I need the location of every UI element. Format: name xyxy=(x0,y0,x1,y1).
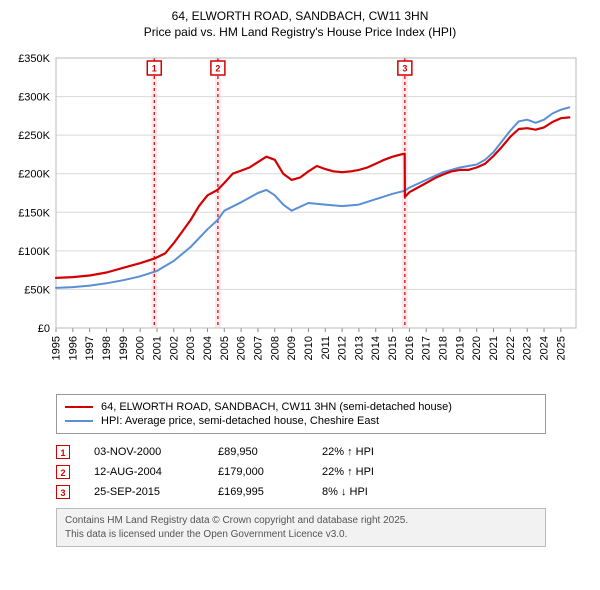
svg-text:2017: 2017 xyxy=(421,336,433,360)
svg-text:£150K: £150K xyxy=(18,208,50,220)
svg-text:2025: 2025 xyxy=(555,336,567,360)
svg-text:1999: 1999 xyxy=(118,336,130,360)
event-date: 12-AUG-2004 xyxy=(94,466,194,478)
event-price: £179,000 xyxy=(218,466,298,478)
event-row: 3 25-SEP-2015 £169,995 8% ↓ HPI xyxy=(56,482,546,502)
event-row: 2 12-AUG-2004 £179,000 22% ↑ HPI xyxy=(56,462,546,482)
svg-text:£200K: £200K xyxy=(18,169,50,181)
svg-text:£300K: £300K xyxy=(18,92,50,104)
event-price: £89,950 xyxy=(218,446,298,458)
svg-text:3: 3 xyxy=(402,64,407,74)
svg-text:2024: 2024 xyxy=(539,336,551,360)
svg-text:2022: 2022 xyxy=(505,336,517,360)
event-date: 03-NOV-2000 xyxy=(94,446,194,458)
svg-text:2001: 2001 xyxy=(151,336,163,360)
legend-item: 64, ELWORTH ROAD, SANDBACH, CW11 3HN (se… xyxy=(65,400,537,414)
legend-item: HPI: Average price, semi-detached house,… xyxy=(65,414,537,428)
event-marker: 2 xyxy=(56,465,70,479)
legend-swatch xyxy=(65,406,93,408)
svg-text:£250K: £250K xyxy=(18,131,50,143)
footer-licence: This data is licensed under the Open Gov… xyxy=(65,528,537,542)
svg-text:£50K: £50K xyxy=(24,285,50,297)
svg-text:£350K: £350K xyxy=(18,53,50,65)
svg-text:2010: 2010 xyxy=(303,336,315,360)
footer-copyright: Contains HM Land Registry data © Crown c… xyxy=(65,514,537,528)
events-table: 1 03-NOV-2000 £89,950 22% ↑ HPI 2 12-AUG-2004… xyxy=(56,442,546,502)
legend-swatch xyxy=(65,420,93,422)
svg-text:2: 2 xyxy=(215,64,220,74)
svg-text:2012: 2012 xyxy=(337,336,349,360)
event-marker: 3 xyxy=(56,485,70,499)
svg-text:2019: 2019 xyxy=(454,336,466,360)
event-diff: 22% ↑ HPI xyxy=(322,446,412,458)
svg-text:2005: 2005 xyxy=(219,336,231,360)
svg-text:2004: 2004 xyxy=(202,336,214,360)
svg-text:1998: 1998 xyxy=(101,336,113,360)
event-price: £169,995 xyxy=(218,486,298,498)
svg-text:1997: 1997 xyxy=(84,336,96,360)
event-marker: 1 xyxy=(56,445,70,459)
svg-text:£0: £0 xyxy=(38,323,50,335)
title-subtitle: Price paid vs. HM Land Registry's House … xyxy=(12,24,588,40)
svg-text:2016: 2016 xyxy=(404,336,416,360)
svg-text:2009: 2009 xyxy=(286,336,298,360)
svg-text:2000: 2000 xyxy=(135,336,147,360)
svg-text:£100K: £100K xyxy=(18,246,50,258)
svg-text:2011: 2011 xyxy=(320,336,332,360)
svg-text:2008: 2008 xyxy=(269,336,281,360)
event-row: 1 03-NOV-2000 £89,950 22% ↑ HPI xyxy=(56,442,546,462)
svg-text:2014: 2014 xyxy=(370,336,382,360)
title-address: 64, ELWORTH ROAD, SANDBACH, CW11 3HN xyxy=(12,8,588,24)
chart: £0 £50K £100K £150K £200K £250K £300K £350K 1995… xyxy=(12,48,588,388)
svg-text:1: 1 xyxy=(152,64,157,74)
svg-text:1996: 1996 xyxy=(67,336,79,360)
event-date: 25-SEP-2015 xyxy=(94,486,194,498)
legend-label: HPI: Average price, semi-detached house,… xyxy=(101,415,379,427)
svg-text:1995: 1995 xyxy=(51,336,63,360)
footer: Contains HM Land Registry data © Crown c… xyxy=(56,508,546,547)
svg-text:2023: 2023 xyxy=(522,336,534,360)
svg-text:2013: 2013 xyxy=(353,336,365,360)
svg-text:2018: 2018 xyxy=(438,336,450,360)
legend: 64, ELWORTH ROAD, SANDBACH, CW11 3HN (se… xyxy=(56,394,546,434)
svg-text:2003: 2003 xyxy=(185,336,197,360)
page-container: 64, ELWORTH ROAD, SANDBACH, CW11 3HN Pri… xyxy=(0,0,600,555)
title-block: 64, ELWORTH ROAD, SANDBACH, CW11 3HN Pri… xyxy=(12,8,588,40)
svg-text:2007: 2007 xyxy=(252,336,264,360)
legend-label: 64, ELWORTH ROAD, SANDBACH, CW11 3HN (se… xyxy=(101,401,452,413)
svg-text:2015: 2015 xyxy=(387,336,399,360)
event-diff: 8% ↓ HPI xyxy=(322,486,412,498)
svg-text:2021: 2021 xyxy=(488,336,500,360)
svg-text:2006: 2006 xyxy=(236,336,248,360)
svg-text:2002: 2002 xyxy=(168,336,180,360)
svg-text:2020: 2020 xyxy=(471,336,483,360)
chart-svg: £0 £50K £100K £150K £200K £250K £300K £350K 1995… xyxy=(12,48,588,388)
event-diff: 22% ↑ HPI xyxy=(322,466,412,478)
